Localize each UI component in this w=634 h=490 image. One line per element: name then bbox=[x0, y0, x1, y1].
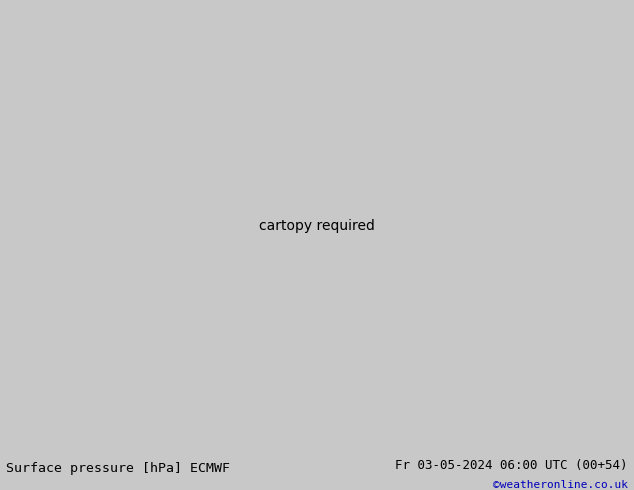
Text: Surface pressure [hPa] ECMWF: Surface pressure [hPa] ECMWF bbox=[6, 463, 230, 475]
Text: cartopy required: cartopy required bbox=[259, 219, 375, 233]
Text: Fr 03-05-2024 06:00 UTC (00+54): Fr 03-05-2024 06:00 UTC (00+54) bbox=[395, 459, 628, 472]
Text: ©weatheronline.co.uk: ©weatheronline.co.uk bbox=[493, 480, 628, 490]
